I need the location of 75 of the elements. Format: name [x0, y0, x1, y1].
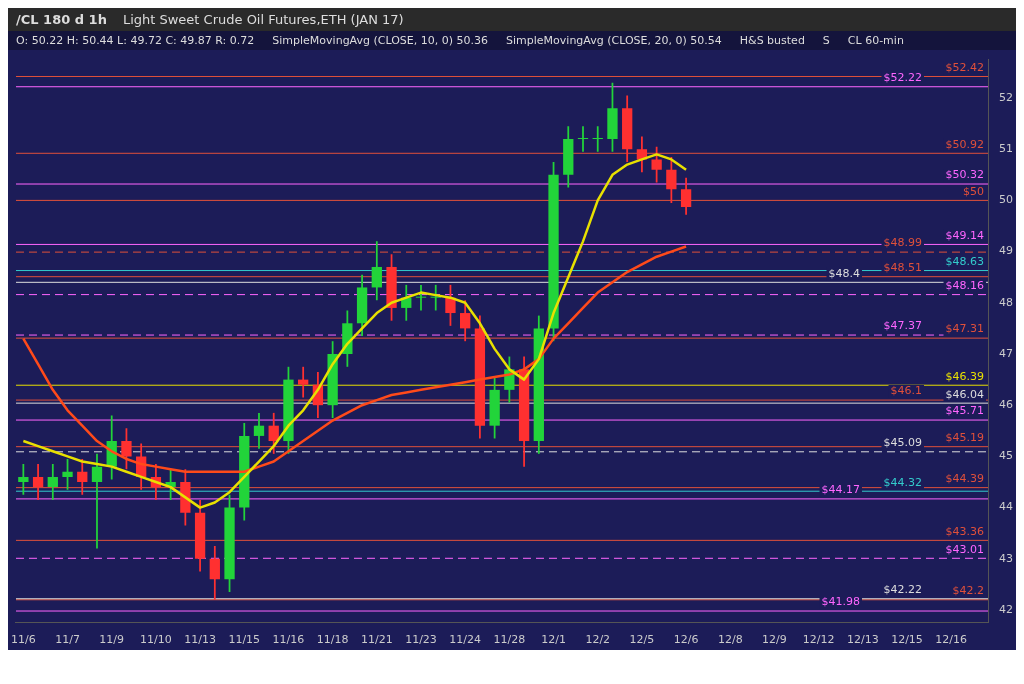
x-tick-label: 11/21: [360, 633, 393, 647]
x-tick-label: 11/7: [55, 633, 80, 647]
ref-line-label: $48.51: [883, 261, 922, 275]
ref-line-label: $50: [963, 184, 984, 198]
y-tick-label: 46: [999, 398, 1013, 412]
ref-line-label: $47.37: [883, 319, 922, 333]
ref-line-label: $46.39: [945, 369, 984, 383]
text: O: 50.22 H: 50.44 L: 49.72 C: 49.87 R: 0.72: [16, 34, 255, 47]
x-tick-label: 12/15: [891, 633, 923, 647]
chart-title: /CL 180 d 1h: [16, 12, 107, 27]
ref-line-label: $47.31: [945, 322, 984, 336]
ref-line-label: $45.71: [945, 404, 984, 418]
text: SimpleMovingAvg (CLOSE, 10, 0) 50.36: [272, 34, 489, 47]
ref-line-label: $43.36: [945, 524, 984, 538]
y-tick-label: 43: [999, 551, 1013, 565]
ref-line-label: $52.42: [945, 60, 984, 74]
y-tick-label: 50: [999, 193, 1013, 207]
y-tick-label: 44: [999, 500, 1013, 514]
x-tick-label: 11/6: [11, 633, 36, 647]
text: H&S busted: [739, 34, 805, 47]
candlestick: [577, 126, 589, 152]
x-tick-label: 11/10: [140, 633, 172, 647]
x-tick-label: 12/5: [629, 633, 655, 647]
ref-line-label: $46.1: [890, 384, 922, 398]
y-tick-label: 52: [999, 90, 1013, 104]
ref-line-label: $44.17: [821, 483, 860, 497]
ref-line-label: $48.16: [945, 278, 984, 292]
ref-line-label: $50.92: [945, 137, 984, 151]
x-tick-label: 12/13: [846, 633, 879, 647]
ref-line-label: $48.4: [828, 266, 860, 280]
x-tick-label: 11/24: [449, 633, 482, 647]
ref-line-label: $45.09: [883, 436, 922, 450]
y-tick-label: 45: [999, 449, 1013, 463]
ref-line-label: $45.19: [945, 431, 984, 445]
ref-line-label: $41.98: [821, 595, 860, 609]
chart-subtitle: Light Sweet Crude Oil Futures,ETH (JAN 17): [122, 12, 404, 27]
x-tick-label: 12/12: [802, 633, 835, 647]
x-tick-label: 11/23: [405, 633, 437, 647]
x-tick-label: 12/2: [585, 633, 611, 647]
candlestick: [430, 284, 441, 311]
y-tick-label: 48: [999, 295, 1013, 309]
x-tick-label: 12/1: [541, 633, 566, 647]
candlestick: [18, 464, 29, 495]
x-tick-label: 11/16: [272, 633, 305, 647]
candlestick: [298, 366, 309, 398]
ref-line-label: $50.32: [945, 168, 984, 182]
ref-line-label: $42.2: [952, 584, 984, 598]
ref-line-label: $44.32: [883, 475, 922, 489]
ref-line-label: $44.39: [945, 471, 984, 485]
x-tick-label: 11/13: [184, 633, 216, 647]
ref-line-label: $42.22: [883, 583, 922, 597]
x-tick-label: 12/6: [673, 633, 699, 647]
candlestick: [415, 284, 427, 311]
candlestick: [592, 126, 603, 152]
y-tick-label: 47: [999, 346, 1013, 360]
x-tick-label: 12/8: [717, 633, 743, 647]
candlestick: [91, 453, 103, 549]
x-tick-label: 11/15: [228, 633, 261, 647]
ref-line-label: $48.63: [945, 254, 984, 268]
x-tick-label: 11/28: [493, 633, 526, 647]
x-tick-label: 11/18: [316, 633, 349, 647]
ref-line-label: $48.99: [883, 236, 922, 250]
text: CL 60-min: [847, 34, 904, 47]
x-tick-label: 12/16: [935, 633, 968, 647]
x-tick-label: 12/9: [762, 633, 787, 647]
ref-line-label: $49.14: [945, 228, 984, 242]
x-tick-label: 11/9: [99, 633, 125, 647]
ref-line-label: $52.22: [883, 71, 922, 85]
text: S: [822, 34, 830, 47]
text: SimpleMovingAvg (CLOSE, 20, 0) 50.54: [506, 34, 722, 47]
ref-line-label: $43.01: [945, 542, 984, 556]
y-tick-label: 51: [999, 142, 1013, 156]
y-tick-label: 49: [999, 244, 1013, 258]
ref-line-label: $46.04: [945, 387, 984, 401]
y-tick-label: 42: [999, 602, 1013, 616]
